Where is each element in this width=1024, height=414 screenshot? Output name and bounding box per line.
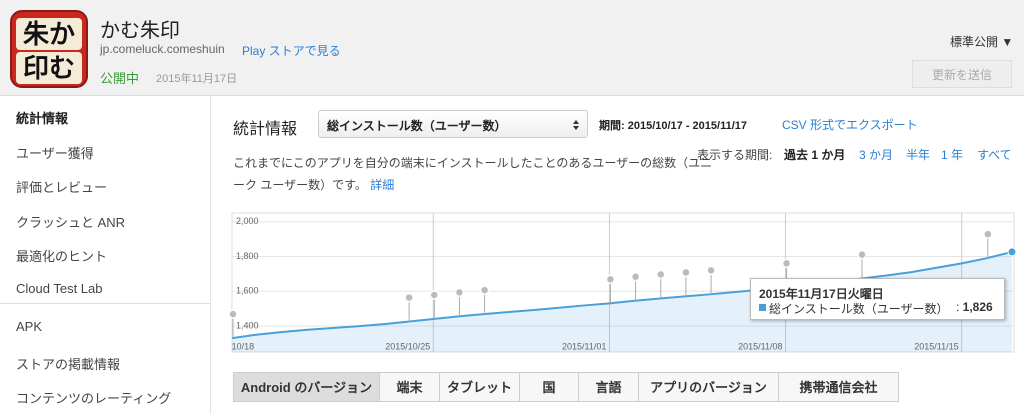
y-tick-label: 1,800 [236, 251, 259, 261]
submit-button[interactable]: 更新を送信 [912, 60, 1012, 88]
metric-select[interactable]: 総インストール数（ユーザー数） [318, 110, 588, 138]
annotation-pin [479, 285, 490, 295]
nav-item[interactable]: コンテンツのレーティング [16, 391, 172, 406]
nav-item[interactable]: 評価とレビュー [16, 180, 108, 195]
annotation-pin [681, 267, 691, 278]
annotation-pin [983, 229, 993, 239]
track-dropdown[interactable]: 標準公開 ▼ [950, 35, 1014, 49]
export-link[interactable]: CSV 形式でエクスポート [782, 118, 918, 132]
status: 公開中 [100, 71, 140, 86]
nav-item[interactable]: 統計情報 [16, 111, 69, 126]
app-name: かむ朱印 [100, 20, 180, 42]
detail-link[interactable]: 詳細 [370, 178, 395, 192]
range-option[interactable]: 1 年 [941, 148, 964, 162]
annotation-pin [857, 249, 867, 260]
tooltip-value: 1,826 [956, 300, 993, 314]
annotation-pin [404, 292, 414, 303]
x-tick-label: 2015/11/01 [562, 341, 606, 351]
sidebar: 統計情報ユーザー獲得 評価とレビュークラッシュと ANR 最適化のヒント Cloud … [0, 96, 211, 414]
app-icon: 朱か 印む [10, 10, 88, 88]
nav-item[interactable]: APK [16, 319, 43, 334]
period: 期間: 2015/10/17 - 2015/11/17 [599, 120, 747, 132]
nav-divider [0, 303, 210, 304]
tab[interactable]: 国 [519, 372, 579, 402]
x-tick-label: 10/18 [232, 341, 255, 351]
area-line [231, 250, 1013, 340]
icon-text: 朱か [16, 18, 82, 50]
app-header: 朱か 印む かむ朱印 jp.comeluck.comeshuin Play スト… [0, 0, 1024, 96]
nav-item[interactable]: ストアの掲載情報 [16, 356, 121, 372]
nav-item[interactable]: Cloud Test Lab [16, 280, 103, 296]
hover-point [1007, 247, 1017, 257]
x-tick-label: 2015/11/08 [738, 341, 782, 351]
range-option[interactable]: 半年 [906, 148, 931, 162]
area-fill [232, 251, 1012, 352]
tab[interactable]: Android のバージョン [233, 372, 380, 402]
range-option: 過去 1 か月 [784, 148, 846, 162]
nav-item[interactable]: 最適化のヒント [16, 249, 108, 264]
nav-item[interactable]: クラッシュと ANR [16, 214, 126, 230]
tab[interactable]: 端末 [379, 372, 440, 402]
tab[interactable]: アプリのバージョン [638, 372, 779, 402]
section-title: 統計情報 [233, 121, 298, 138]
package-name: jp.comeluck.comeshuin [100, 42, 225, 56]
annotation-pin [605, 274, 616, 285]
tooltip-swatch [759, 304, 766, 311]
store-link[interactable]: Play ストアで見る [242, 44, 341, 58]
tab[interactable]: 言語 [578, 372, 639, 402]
range-option[interactable]: すべて [977, 148, 1012, 162]
range-label: 表示する期間: [697, 148, 773, 162]
annotation-pin [454, 287, 465, 298]
x-tick-label: 2015/10/25 [385, 341, 430, 351]
x-tick-label: 2015/11/15 [914, 341, 958, 351]
y-tick-label: 2,000 [236, 216, 259, 226]
icon-text: 印む [16, 52, 82, 84]
annotation-pin [630, 271, 641, 282]
y-tick-label: 1,400 [236, 320, 259, 330]
tab[interactable]: 携帯通信会社 [778, 372, 899, 402]
y-tick-label: 1,600 [236, 286, 259, 296]
select-arrow [573, 120, 579, 130]
metric-name: 総インストール数（ユーザー数） [327, 119, 507, 133]
annotation-pin [706, 265, 716, 276]
publish-date: 2015年11月17日 [156, 73, 238, 85]
tab[interactable]: タブレット [439, 372, 520, 402]
tooltip-title: 2015年11月17日火曜日 [759, 287, 884, 301]
annotation-pin [228, 309, 238, 319]
annotation-pin [781, 258, 792, 269]
description: これまでにこのアプリを自分の端末にインストールしたことのあるユーザーの総数（ユニ… [233, 152, 713, 196]
annotation-pin [655, 269, 666, 280]
description-text: これまでにこのアプリを自分の端末にインストールしたことのあるユーザーの総数（ユニ… [233, 156, 713, 192]
tooltip: 2015年11月17日火曜日 総インストール数（ユーザー数） 1,826 [750, 278, 1005, 320]
tooltip-series: 総インストール数（ユーザー数） [769, 302, 949, 316]
nav-item[interactable]: ユーザー獲得 [16, 145, 94, 161]
annotation-pin [429, 290, 440, 300]
range-option[interactable]: 3 か月 [859, 148, 894, 162]
